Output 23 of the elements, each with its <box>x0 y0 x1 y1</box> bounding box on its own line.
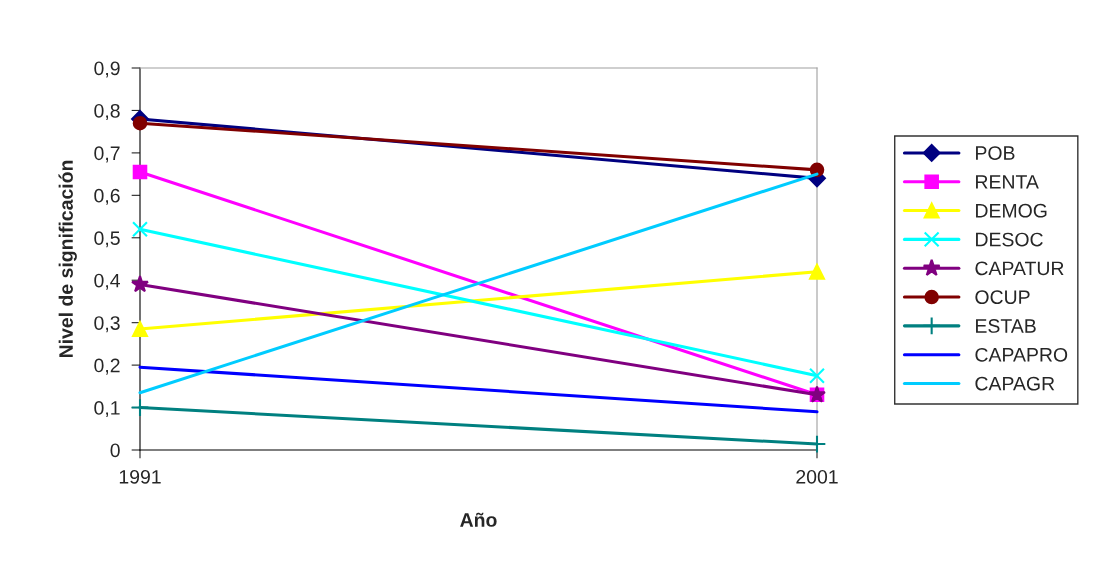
y-tick-label: 0,1 <box>94 401 120 418</box>
legend-label: POB <box>976 146 1015 160</box>
legend-label: ESTAB <box>976 319 1036 333</box>
x-axis-title: Año <box>460 512 497 527</box>
y-tick-label: 0,7 <box>94 146 120 163</box>
y-tick-label: 0,4 <box>94 273 120 290</box>
legend-label: OCUP <box>975 290 1030 305</box>
legend-label: DEMOG <box>976 203 1047 218</box>
y-tick-label: 0,9 <box>94 61 120 78</box>
legend-label: CAPAPRO <box>975 347 1068 362</box>
legend-label: CAPATUR <box>975 261 1064 276</box>
y-tick-label: 0,6 <box>94 188 120 205</box>
legend-label: CAPAGR <box>975 376 1055 391</box>
y-axis-title: Nivel de significación <box>58 160 77 358</box>
x-tick-label: 2001 <box>796 469 838 484</box>
y-tick-label: 0,5 <box>94 231 120 248</box>
legend-label: DESOC <box>976 232 1043 247</box>
y-tick-label: 0 <box>110 443 120 458</box>
x-tick-label: 1991 <box>119 469 161 484</box>
y-tick-label: 0,2 <box>94 358 120 375</box>
y-tick-label: 0,8 <box>94 103 120 120</box>
y-tick-label: 0,3 <box>94 316 120 333</box>
legend-label: RENTA <box>976 175 1039 189</box>
